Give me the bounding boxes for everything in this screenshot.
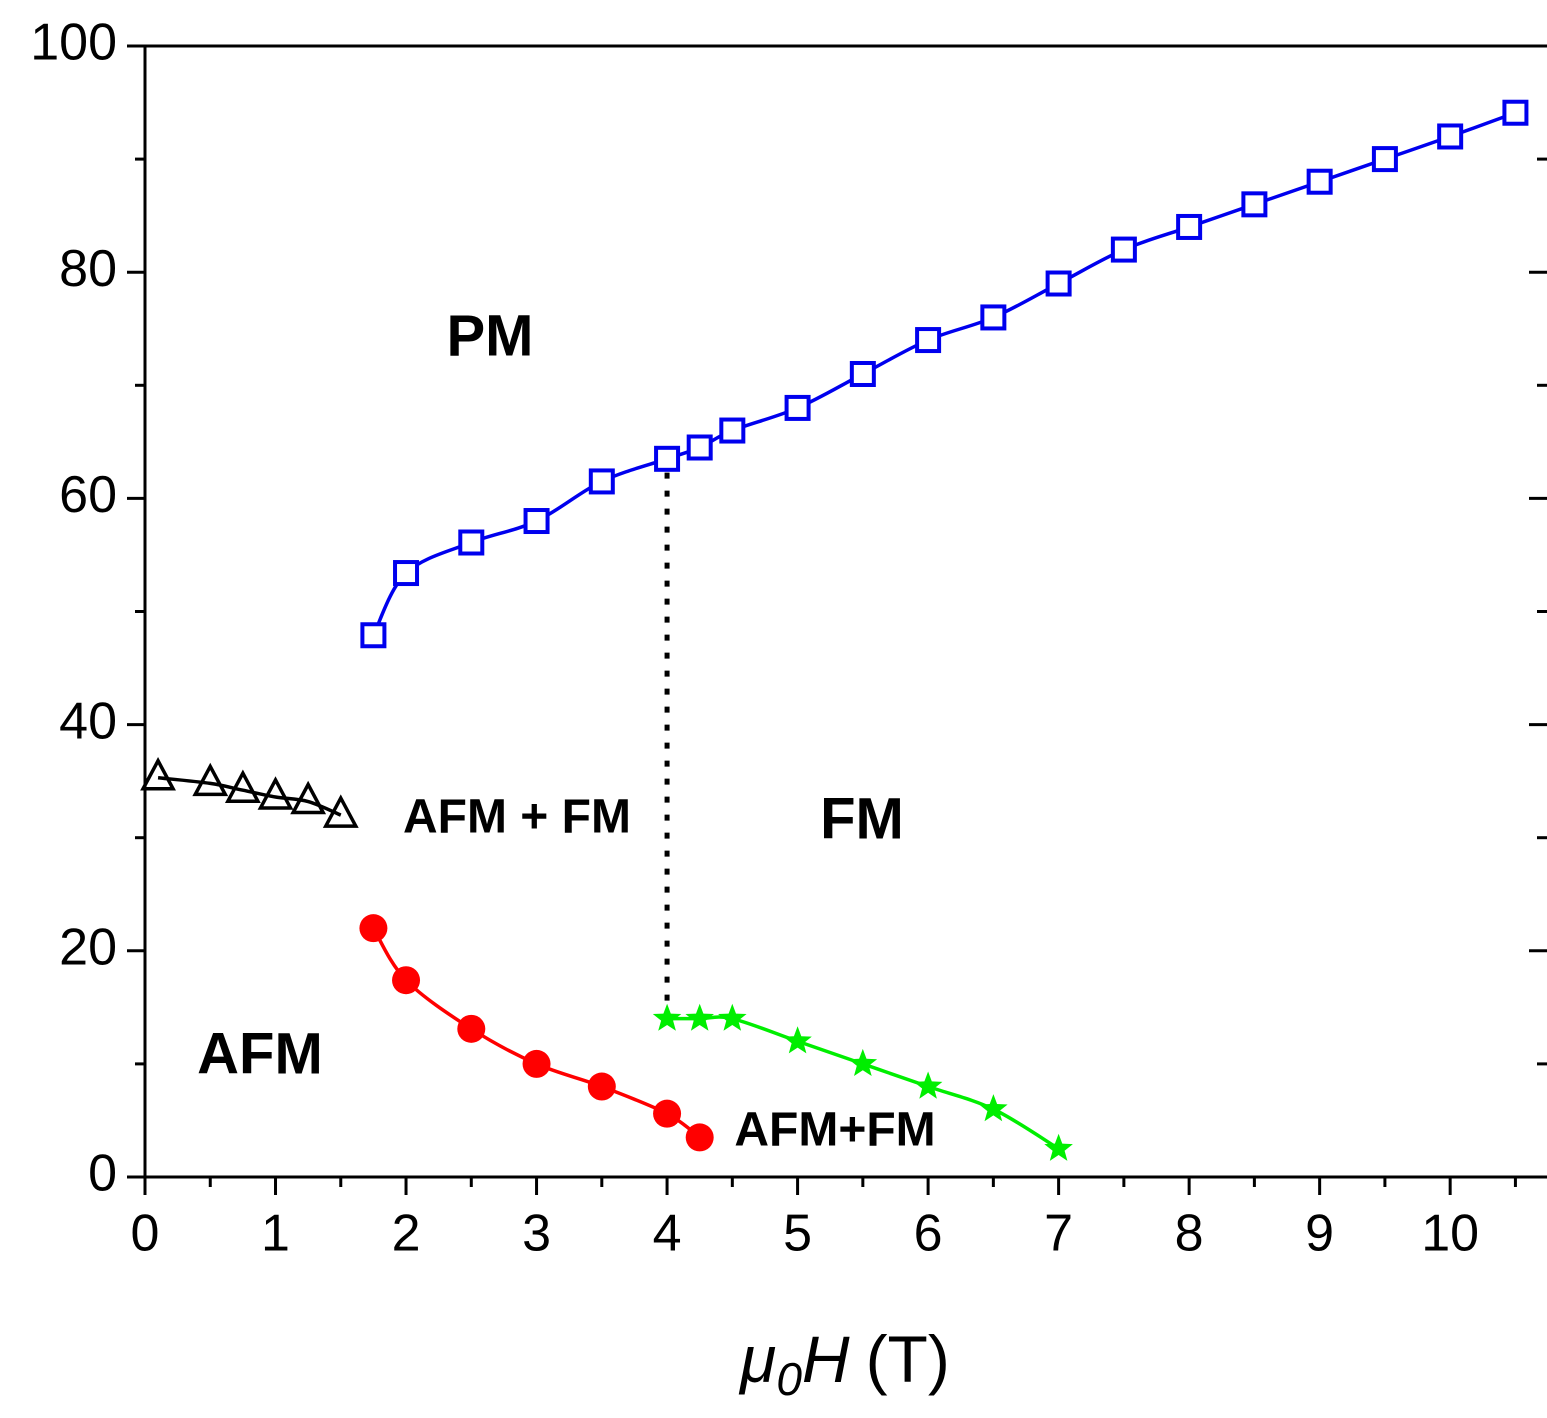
square-marker	[719, 417, 746, 444]
circle-marker	[685, 1123, 714, 1152]
y-tick-label: 20	[59, 919, 117, 977]
square-marker	[1045, 270, 1072, 297]
square-marker	[1437, 123, 1464, 150]
y-tick-label: 100	[30, 14, 117, 72]
triangle-marker	[140, 757, 176, 791]
square-marker	[654, 445, 681, 472]
square-marker	[1110, 236, 1137, 263]
triangle-marker	[257, 776, 294, 810]
star-marker	[718, 1003, 747, 1031]
x-label-unit: (T)	[866, 1322, 950, 1396]
triangle-marker	[322, 794, 359, 828]
square-marker	[1176, 213, 1203, 240]
circle-marker	[457, 1014, 486, 1043]
x-tick-label: 1	[261, 1205, 290, 1263]
star-marker	[979, 1094, 1008, 1122]
square-marker	[980, 304, 1007, 331]
star-marker	[913, 1071, 943, 1099]
circle-marker	[522, 1049, 551, 1078]
y-tick-label: 60	[59, 466, 117, 524]
x-tick-label: 3	[522, 1205, 551, 1263]
square-marker	[393, 560, 420, 587]
series-line	[157, 776, 342, 817]
circle-marker	[587, 1072, 616, 1101]
x-tick-label: 6	[914, 1205, 943, 1263]
phase-label: FM	[820, 786, 904, 851]
square-marker	[1306, 168, 1333, 195]
square-marker	[686, 434, 713, 461]
x-tick-label: 10	[1421, 1205, 1479, 1263]
square-marker	[1371, 146, 1398, 173]
x-label-subscript: 0	[776, 1353, 802, 1405]
square-marker	[1502, 99, 1529, 126]
star-marker	[783, 1026, 812, 1054]
x-axis-label: μ0H (T)	[738, 1322, 950, 1405]
x-tick-label: 4	[653, 1205, 682, 1263]
square-marker	[784, 394, 811, 421]
x-tick-label: 9	[1305, 1205, 1334, 1263]
star-marker	[848, 1048, 878, 1076]
phase-label: AFM + FM	[403, 791, 631, 844]
triangle-marker	[290, 780, 327, 815]
x-label-symbol: μ	[738, 1322, 776, 1396]
x-tick-label: 7	[1044, 1205, 1073, 1263]
y-tick-label: 40	[59, 692, 117, 750]
square-marker	[1241, 191, 1268, 218]
x-tick-label: 5	[783, 1205, 812, 1263]
x-tick-label: 8	[1175, 1205, 1204, 1263]
circle-marker	[653, 1099, 682, 1128]
phase-label: AFM+FM	[734, 1104, 935, 1157]
square-marker	[458, 529, 485, 556]
triangle-marker	[224, 769, 261, 803]
square-marker	[360, 622, 387, 649]
triangle-marker	[192, 762, 229, 797]
star-marker	[652, 1003, 682, 1031]
circle-marker	[392, 966, 421, 995]
phase-label: PM	[447, 303, 534, 368]
square-marker	[915, 327, 942, 354]
x-tick-label: 0	[131, 1205, 160, 1263]
square-marker	[523, 508, 550, 535]
square-marker	[849, 360, 876, 387]
series-line	[371, 927, 701, 1139]
y-tick-label: 80	[59, 240, 117, 298]
y-tick-label: 0	[88, 1145, 117, 1203]
circle-marker	[359, 914, 388, 943]
series-line	[371, 111, 1517, 637]
square-marker	[588, 468, 615, 495]
phase-label: AFM	[197, 1021, 323, 1086]
star-marker	[685, 1003, 714, 1031]
star-marker	[1044, 1133, 1073, 1161]
x-tick-label: 2	[392, 1205, 421, 1263]
x-label-variable: H	[802, 1322, 850, 1396]
